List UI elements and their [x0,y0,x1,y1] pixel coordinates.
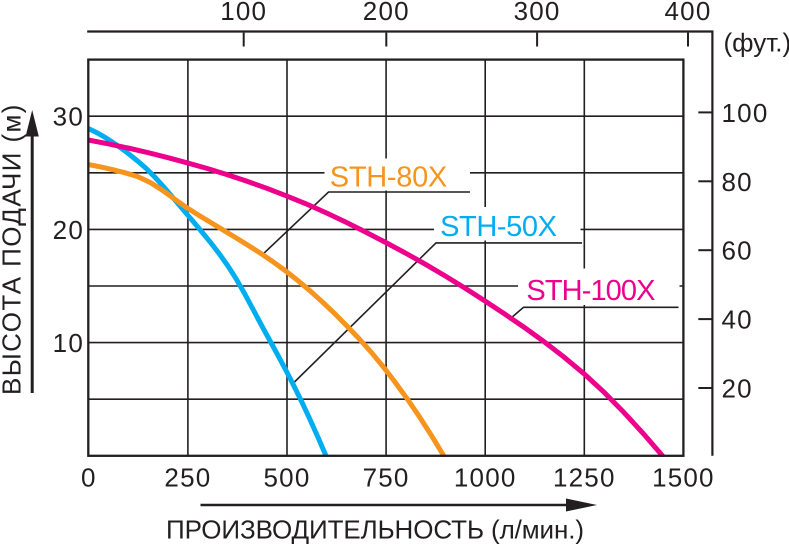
svg-text:ВЫСОТА ПОДАЧИ (м): ВЫСОТА ПОДАЧИ (м) [0,103,27,395]
svg-text:1500: 1500 [652,463,715,493]
svg-text:1250: 1250 [553,463,616,493]
svg-text:200: 200 [363,0,410,26]
svg-text:STH-50X: STH-50X [440,211,557,243]
svg-text:300: 300 [514,0,561,26]
svg-text:500: 500 [264,463,311,493]
svg-text:10: 10 [53,328,84,358]
svg-text:100: 100 [220,0,267,26]
svg-text:80: 80 [722,167,753,197]
svg-text:ПРОИЗВОДИТЕЛЬНОСТЬ (л/мин.): ПРОИЗВОДИТЕЛЬНОСТЬ (л/мин.) [166,515,584,544]
svg-text:30: 30 [53,102,84,132]
svg-text:STH-100X: STH-100X [526,275,655,307]
svg-text:400: 400 [665,0,712,26]
svg-text:750: 750 [363,463,410,493]
svg-text:60: 60 [722,236,753,266]
svg-text:(фут.): (фут.) [724,28,789,58]
svg-text:100: 100 [722,98,769,128]
svg-text:40: 40 [722,305,753,335]
svg-text:250: 250 [164,463,211,493]
svg-text:20: 20 [722,374,753,404]
svg-text:0: 0 [81,463,97,493]
svg-text:STH-80X: STH-80X [330,162,447,194]
svg-text:20: 20 [53,215,84,245]
svg-text:1000: 1000 [454,463,517,493]
